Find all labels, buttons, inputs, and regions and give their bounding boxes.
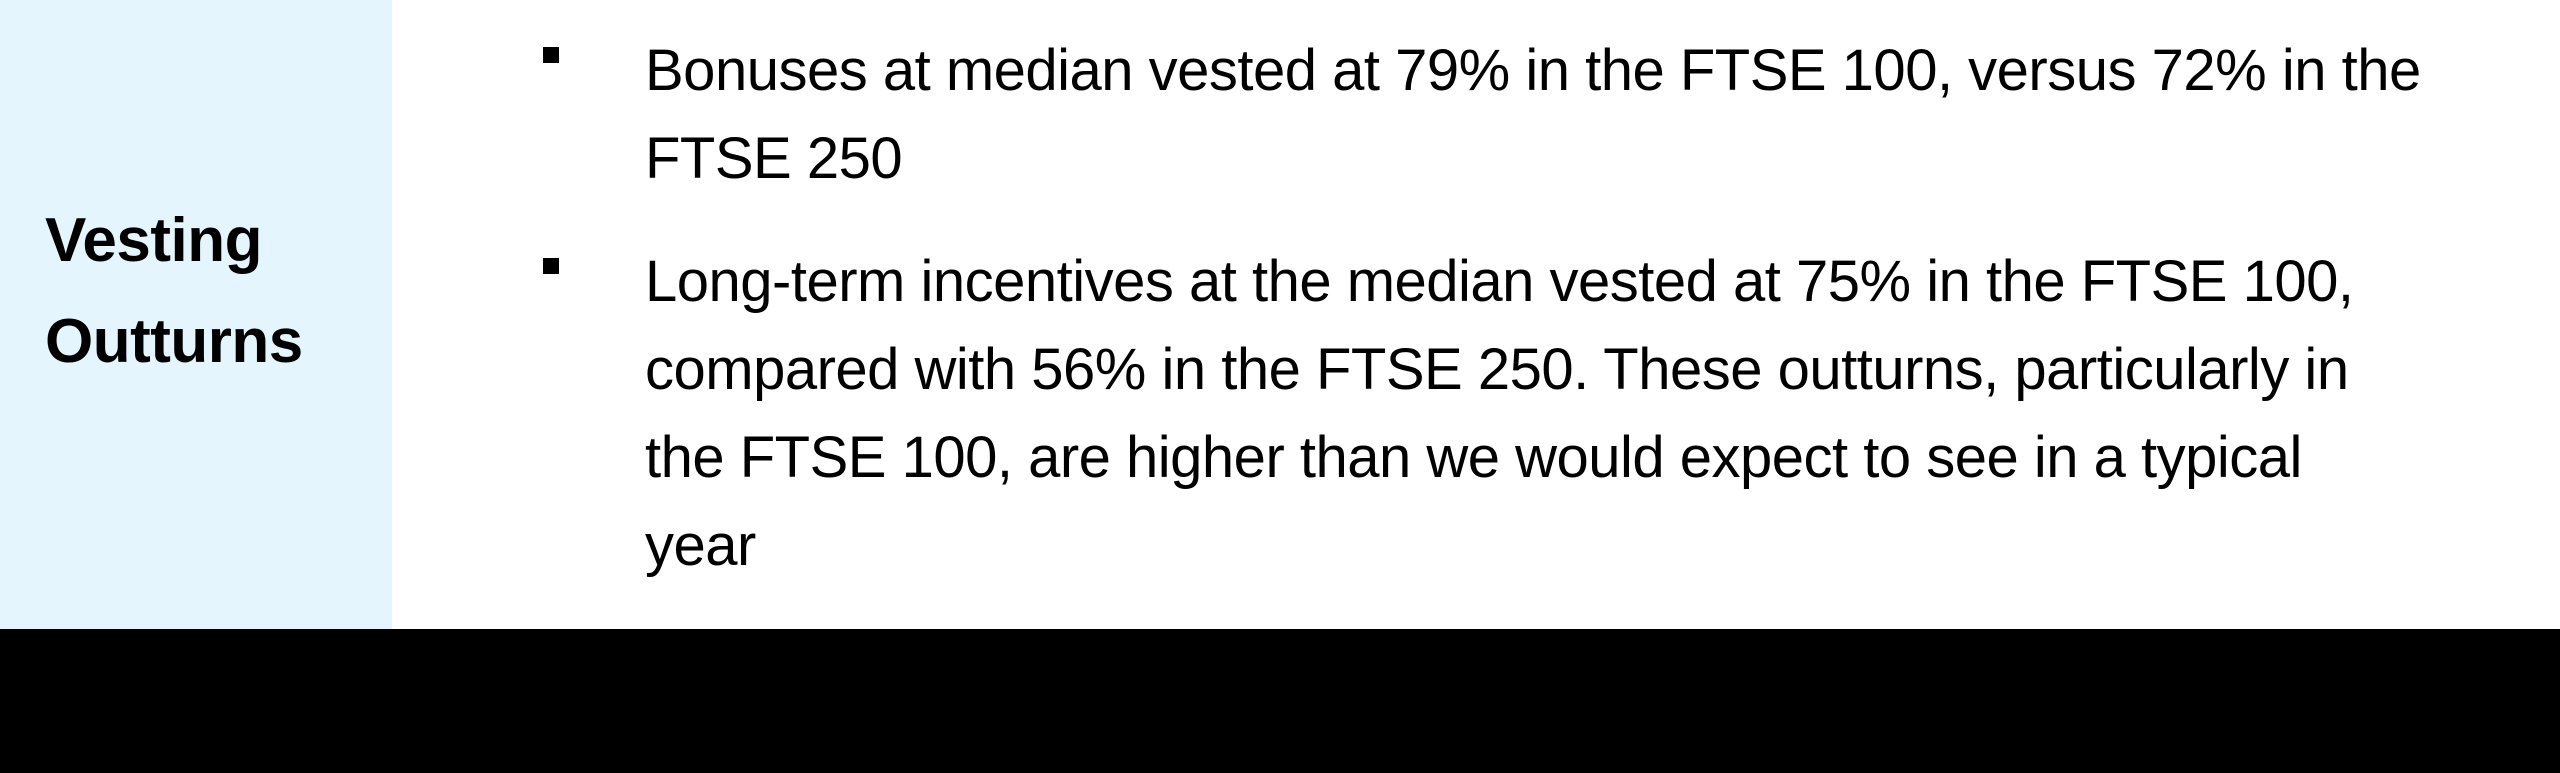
bottom-black-bar bbox=[0, 629, 2560, 773]
bullet-text-line: Bonuses at median vested at 79% in the F… bbox=[645, 38, 2421, 103]
bullet-text-line: the FTSE 100, are higher than we would e… bbox=[645, 425, 2302, 490]
bullet-text-line: Long-term incentives at the median veste… bbox=[645, 249, 2354, 314]
bullet-text-bonuses: Bonuses at median vested at 79% in the F… bbox=[645, 27, 2421, 203]
row-header-label-line-1: Vesting bbox=[45, 206, 263, 275]
row-header-label: Vesting Outturns bbox=[45, 190, 303, 392]
bullet-item-long-term-incentives: Long-term incentives at the median veste… bbox=[543, 238, 2560, 590]
row-header-cell: Vesting Outturns bbox=[0, 0, 392, 629]
square-bullet-icon bbox=[543, 47, 559, 63]
bullet-item-bonuses: Bonuses at median vested at 79% in the F… bbox=[543, 27, 2560, 203]
bullet-text-long-term-incentives: Long-term incentives at the median veste… bbox=[645, 238, 2354, 590]
bullet-text-line: FTSE 250 bbox=[645, 126, 903, 191]
bullet-text-line: year bbox=[645, 513, 756, 578]
square-bullet-icon bbox=[543, 258, 559, 274]
row-header-label-line-2: Outturns bbox=[45, 307, 303, 376]
content-area: Bonuses at median vested at 79% in the F… bbox=[392, 0, 2560, 629]
bullet-text-line: compared with 56% in the FTSE 250. These… bbox=[645, 337, 2349, 402]
